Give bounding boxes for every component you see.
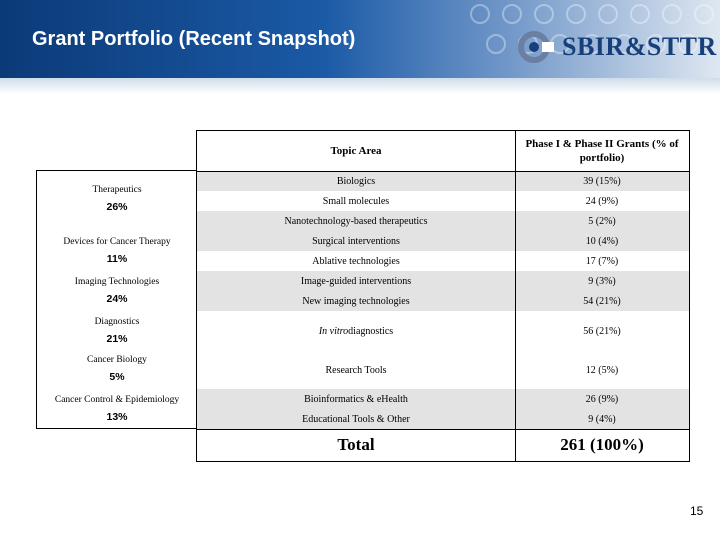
row-shade (197, 231, 689, 251)
table-row-value: 5 (2%) (588, 215, 616, 227)
table-row-topic: Small molecules (322, 195, 390, 207)
table-row-topic: Research Tools (325, 364, 387, 376)
table-row-topic: Educational Tools & Other (302, 413, 410, 425)
total-value: 261 (100%) (560, 435, 644, 454)
category-pct: 24% (106, 293, 128, 305)
logo-mark-icon (518, 31, 554, 63)
grant-portfolio-table: Topic Area Phase I & Phase II Grants (% … (196, 130, 690, 462)
table-row-topic: New imaging technologies (302, 295, 410, 307)
logo-text: SBIR&STTR (562, 32, 717, 61)
table-row-value: 12 (5%) (585, 364, 619, 376)
category-pct: 26% (106, 201, 128, 213)
table-row-value: 9 (4%) (588, 413, 616, 425)
category-name: Imaging Technologies (74, 277, 160, 287)
column-header-grants: Phase I & Phase II Grants (% of portfoli… (525, 138, 679, 164)
table-row-topic: Ablative technologies (312, 255, 400, 267)
category-name: Diagnostics (94, 317, 140, 327)
category-pct: 13% (106, 411, 128, 423)
table-row-topic: In vitro diagnostics (197, 311, 515, 351)
category-pct: 11% (106, 253, 128, 265)
row-shade (197, 409, 689, 429)
category-cancer-biology: Cancer Biology 5% (37, 355, 197, 383)
category-column: Therapeutics 26% Devices for Cancer Ther… (36, 170, 196, 429)
column-divider (515, 131, 516, 461)
table-row-value: 10 (4%) (585, 235, 619, 247)
category-pct: 21% (106, 333, 128, 345)
category-name: Devices for Cancer Therapy (63, 237, 171, 247)
topic-rest-part: diagnostics (348, 325, 394, 337)
row-shade (197, 211, 689, 231)
table-row-value: 9 (3%) (588, 275, 616, 287)
row-divider (197, 429, 689, 430)
header-banner: Grant Portfolio (Recent Snapshot) (0, 0, 720, 78)
row-shade (197, 291, 689, 311)
table-row-value: 24 (9%) (585, 195, 619, 207)
column-header-topic: Topic Area (330, 145, 382, 157)
table-row-topic: Image-guided interventions (300, 275, 412, 287)
decorative-circles (470, 4, 714, 54)
category-imaging: Imaging Technologies 24% (37, 277, 197, 305)
topic-italic-part: In vitro (318, 325, 349, 337)
page-number: 15 (690, 504, 704, 518)
category-name: Cancer Control & Epidemiology (54, 395, 180, 405)
table-row-topic: Biologics (336, 175, 376, 187)
banner-fade (0, 78, 720, 94)
category-pct: 5% (109, 371, 125, 383)
table-row-value: 39 (15%) (583, 175, 621, 187)
row-shade (197, 389, 689, 409)
table-row-value: 26 (9%) (585, 393, 619, 405)
page-title: Grant Portfolio (Recent Snapshot) (32, 28, 356, 50)
category-therapeutics: Therapeutics 26% (37, 185, 197, 213)
category-name: Therapeutics (92, 185, 142, 195)
category-name: Cancer Biology (87, 355, 147, 365)
total-label: Total (337, 435, 375, 454)
row-shade (197, 271, 689, 291)
category-diagnostics: Diagnostics 21% (37, 317, 197, 345)
table-row-value: 56 (21%) (583, 325, 621, 337)
table-row-topic: Surgical interventions (312, 235, 400, 247)
table-row-value: 17 (7%) (585, 255, 619, 267)
table-row-value: 54 (21%) (583, 295, 621, 307)
row-divider (197, 171, 689, 172)
table-row-topic: Nanotechnology-based therapeutics (284, 215, 428, 227)
category-devices: Devices for Cancer Therapy 11% (37, 237, 197, 265)
category-cancer-control: Cancer Control & Epidemiology 13% (37, 395, 197, 423)
sbir-sttr-logo: SBIR&STTR (516, 30, 716, 66)
row-shade (197, 171, 689, 191)
table-row-topic: Bioinformatics & eHealth (304, 393, 408, 405)
